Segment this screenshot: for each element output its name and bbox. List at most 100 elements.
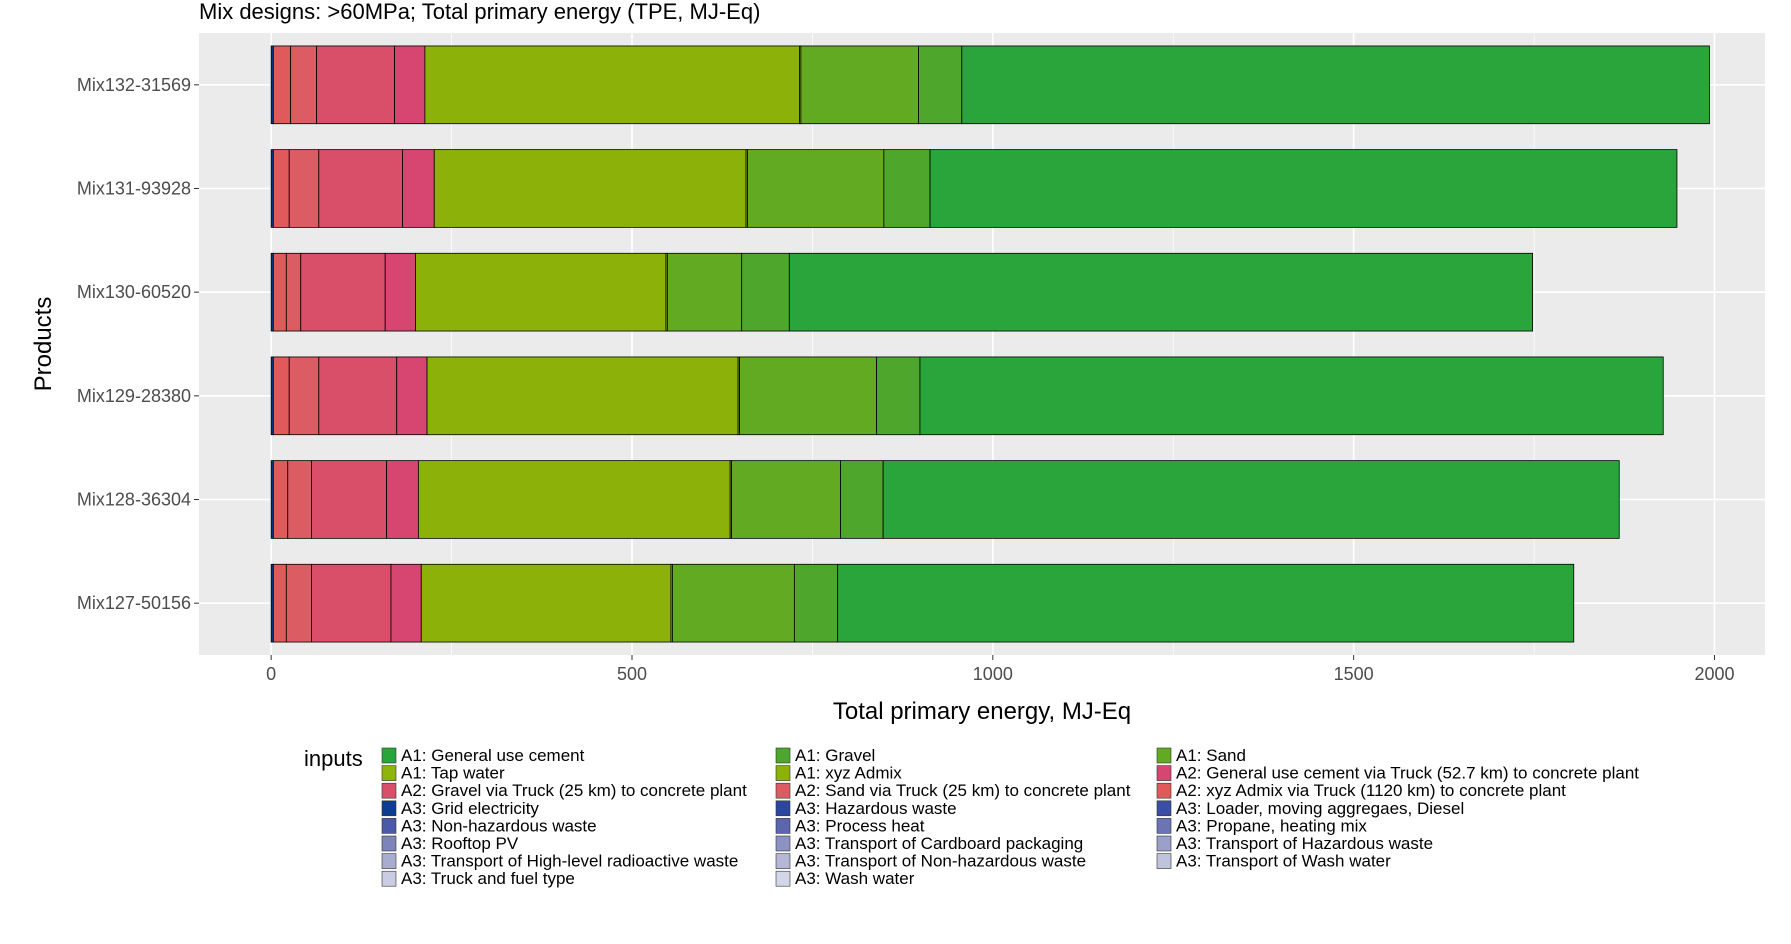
bar-segment [272, 563, 287, 643]
bar-segment [731, 460, 841, 539]
bar-segment [318, 149, 403, 228]
legend-swatch [1156, 800, 1172, 817]
legend-swatch [1156, 853, 1172, 869]
legend-swatch [381, 782, 397, 799]
bar-segment [876, 356, 921, 436]
legend-label: A3: Process heat [795, 816, 925, 835]
bar-segment [311, 563, 392, 643]
bar-segment [747, 149, 885, 228]
bar-segment [800, 45, 919, 125]
legend-label: A3: Transport of Non-hazardous waste [795, 852, 1086, 871]
bar-segment [288, 356, 320, 436]
bar-segment [288, 149, 320, 228]
legend-label: A3: Non-hazardous waste [401, 816, 597, 835]
plot-panel [199, 33, 1765, 655]
bar-segment [402, 149, 435, 228]
legend-label: A3: Loader, moving aggregaes, Diesel [1176, 799, 1464, 818]
chart-title: Mix designs: >60MPa; Total primary energ… [199, 0, 760, 24]
bar-segment [287, 460, 312, 539]
bar-segment [424, 45, 800, 125]
legend-swatch [775, 870, 791, 887]
legend-swatch [1156, 765, 1172, 781]
y-tick-label: Mix132-31569 [77, 75, 191, 95]
bar-segment [386, 460, 419, 539]
bar-segment [672, 563, 795, 643]
bar-segment [316, 45, 395, 125]
bar-segment [311, 460, 388, 539]
bar-segment [384, 252, 416, 332]
y-tick-label: Mix130-60520 [77, 282, 191, 302]
legend-label: A1: Sand [1176, 746, 1246, 765]
x-axis-label: Total primary energy, MJ-Eq [833, 698, 1131, 725]
x-tick-label: 1500 [1334, 664, 1374, 684]
legend-label: A3: Transport of Hazardous waste [1176, 834, 1433, 853]
bar-segment [272, 45, 292, 125]
legend-swatch [381, 765, 397, 781]
legend-label: A1: General use cement [401, 746, 585, 765]
bar-segment [882, 460, 1620, 539]
bar-segment [272, 460, 289, 539]
bar-segment [426, 356, 739, 436]
bar-segment [793, 563, 839, 643]
x-tick-label: 1000 [973, 664, 1013, 684]
bar-segment [272, 356, 290, 436]
bar-segment [390, 563, 422, 643]
bar-segment [929, 149, 1678, 228]
x-tick-label: 0 [266, 664, 276, 684]
legend-swatch [775, 782, 791, 799]
y-tick-label: Mix129-28380 [77, 386, 191, 406]
legend-swatch [1156, 835, 1172, 852]
legend-swatch [381, 747, 397, 764]
legend-label: A3: Truck and fuel type [401, 869, 575, 888]
bar-segment [394, 45, 426, 125]
legend-title: inputs [304, 746, 363, 771]
legend-swatch [381, 870, 397, 887]
legend-label: A1: Gravel [795, 746, 875, 765]
legend-swatch [775, 800, 791, 817]
bar-segment [417, 460, 731, 539]
bars [270, 45, 1710, 643]
bar-segment [272, 149, 290, 228]
bar-segment [741, 252, 790, 332]
y-tick-label: Mix131-93928 [77, 179, 191, 199]
bar-segment [272, 252, 287, 332]
legend-label: A3: Propane, heating mix [1176, 816, 1367, 835]
bar-segment [318, 356, 398, 436]
bar-segment [788, 252, 1534, 332]
legend-swatch [381, 800, 397, 817]
legend-label: A2: Sand via Truck (25 km) to concrete p… [795, 781, 1131, 800]
bar-segment [961, 45, 1710, 125]
legend-label: A3: Rooftop PV [401, 834, 519, 853]
legend-label: A2: General use cement via Truck (52.7 k… [1176, 764, 1639, 783]
bar-segment [666, 252, 743, 332]
legend-swatch [1156, 818, 1172, 834]
legend-label: A3: Grid electricity [401, 799, 539, 818]
bar-segment [300, 252, 386, 332]
legend-label: A1: Tap water [401, 764, 505, 783]
legend-swatch [1156, 782, 1172, 799]
legend-swatch [775, 835, 791, 852]
y-axis: Mix132-31569 Mix131-93928 Mix130-60520 Mix1… [77, 75, 199, 613]
legend-label: A2: Gravel via Truck (25 km) to concrete… [401, 781, 747, 800]
y-tick-label: Mix127-50156 [77, 593, 191, 613]
bar-segment [739, 356, 878, 436]
bar-segment [285, 563, 312, 643]
bar-segment [285, 252, 302, 332]
legend-swatch [775, 853, 791, 869]
legend-label: A1: xyz Admix [795, 764, 902, 783]
bar-segment [918, 45, 963, 125]
bar-segment [919, 356, 1664, 436]
legend-label: A3: Transport of Wash water [1176, 852, 1391, 871]
legend-swatch [775, 747, 791, 764]
legend-label: A3: Transport of High-level radioactive … [401, 852, 738, 871]
bar-segment [415, 252, 667, 332]
legend-swatch [775, 818, 791, 834]
bar-segment [837, 563, 1575, 643]
bar-segment [840, 460, 884, 539]
x-axis: 0 500 1000 1500 2000 [266, 655, 1735, 684]
legend-label: A3: Hazardous waste [795, 799, 957, 818]
bar-segment [420, 563, 672, 643]
bar-segment [396, 356, 428, 436]
x-tick-label: 2000 [1694, 664, 1734, 684]
